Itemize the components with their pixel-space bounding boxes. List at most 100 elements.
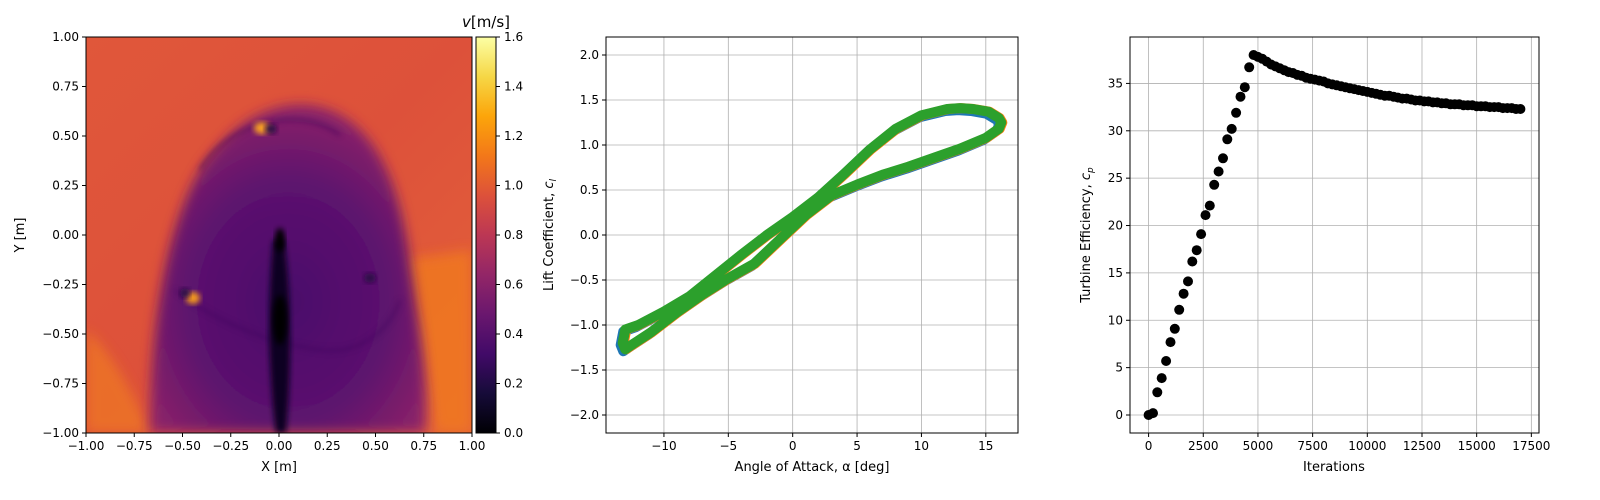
y-tick-label: 10 bbox=[1108, 313, 1123, 327]
efficiency-point bbox=[1152, 387, 1163, 398]
y-tick-label: 2.0 bbox=[580, 48, 599, 62]
efficiency-point bbox=[1218, 153, 1228, 164]
y-tick-label: −2.0 bbox=[570, 408, 599, 422]
x-tick-label: 10 bbox=[914, 439, 929, 453]
y-tick-label: −1.00 bbox=[42, 426, 79, 440]
y-tick-label: −1.0 bbox=[570, 318, 599, 332]
efficiency-point bbox=[1148, 408, 1158, 419]
y-tick-label: 0 bbox=[1115, 408, 1123, 422]
colorbar-tick-label: 0.0 bbox=[504, 426, 523, 440]
x-tick-label: −10 bbox=[651, 439, 676, 453]
x-tick-label: 0 bbox=[1145, 439, 1153, 453]
x-tick-label: 7500 bbox=[1297, 439, 1328, 453]
lift-grid bbox=[606, 37, 1018, 433]
y-tick-label: 0.25 bbox=[52, 179, 79, 193]
efficiency-panel: 0 2500 5000 7500 10000 12500 15000 17500 0 5 10 15… bbox=[1079, 36, 1550, 475]
x-tick-label: 0.75 bbox=[410, 439, 437, 453]
x-tick-label: 15000 bbox=[1458, 439, 1496, 453]
efficiency-point bbox=[1231, 107, 1242, 118]
colorbar-ticks: 0.0 0.2 0.4 0.6 0.8 1.0 1.2 1.4 1.6 bbox=[496, 30, 523, 440]
heatmap-x-ticks: −1.00 −0.75 −0.50 −0.25 0.00 0.25 0.50 0.75 1.00 bbox=[68, 433, 486, 453]
colorbar-tick-label: 0.6 bbox=[504, 278, 523, 292]
x-tick-label: 15 bbox=[978, 439, 993, 453]
lift-series bbox=[615, 103, 1008, 357]
x-tick-label: −5 bbox=[719, 439, 737, 453]
x-tick-label: 5000 bbox=[1243, 439, 1274, 453]
efficiency-point bbox=[1191, 245, 1202, 256]
y-tick-label: −1.5 bbox=[570, 363, 599, 377]
lift-x-label: Angle of Attack, α [deg] bbox=[735, 460, 890, 475]
efficiency-point bbox=[1213, 166, 1224, 177]
efficiency-point bbox=[1226, 123, 1237, 134]
heatmap-field bbox=[86, 37, 472, 433]
efficiency-point bbox=[1187, 256, 1198, 267]
x-tick-label: −0.25 bbox=[212, 439, 249, 453]
y-tick-label: 1.00 bbox=[52, 30, 79, 44]
y-tick-label: 15 bbox=[1108, 266, 1123, 280]
y-tick-label: 20 bbox=[1108, 219, 1123, 233]
x-tick-label: 0.50 bbox=[362, 439, 389, 453]
x-tick-label: 10000 bbox=[1348, 439, 1386, 453]
colorbar bbox=[475, 36, 497, 434]
x-tick-label: 12500 bbox=[1403, 439, 1441, 453]
lift-y-label: Lift Coefficient, cl bbox=[542, 178, 559, 291]
y-tick-label: −0.75 bbox=[42, 377, 79, 391]
lift-series-3 bbox=[617, 103, 1007, 355]
efficiency-point bbox=[1156, 373, 1167, 384]
efficiency-points bbox=[1143, 50, 1526, 420]
x-tick-label: 0.25 bbox=[314, 439, 341, 453]
efficiency-point bbox=[1515, 104, 1526, 114]
blade-marker bbox=[364, 273, 376, 283]
heatmap-x-label: X [m] bbox=[261, 460, 297, 475]
efficiency-frame bbox=[1129, 36, 1540, 434]
y-tick-label: −0.5 bbox=[570, 273, 599, 287]
efficiency-y-ticks: 0 5 10 15 20 25 30 35 bbox=[1108, 76, 1130, 422]
efficiency-point bbox=[1235, 91, 1246, 102]
lift-y-ticks: −2.0 −1.5 −1.0 −0.5 0.0 0.5 1.0 1.5 2.0 bbox=[570, 48, 606, 422]
x-tick-label: −1.00 bbox=[68, 439, 105, 453]
colorbar-tick-label: 0.8 bbox=[504, 228, 523, 242]
efficiency-x-label: Iterations bbox=[1303, 460, 1365, 475]
y-tick-label: 0.5 bbox=[580, 183, 599, 197]
efficiency-y-label: Turbine Efficiency, cp bbox=[1079, 167, 1096, 304]
efficiency-point bbox=[1204, 200, 1215, 211]
efficiency-grid bbox=[1130, 37, 1539, 433]
x-tick-label: 2500 bbox=[1188, 439, 1219, 453]
efficiency-point bbox=[1165, 337, 1176, 348]
efficiency-point bbox=[1169, 323, 1180, 334]
y-tick-label: 0.75 bbox=[52, 80, 79, 94]
y-tick-label: 25 bbox=[1108, 171, 1123, 185]
y-tick-label: 30 bbox=[1108, 124, 1123, 138]
colorbar-tick-label: 0.4 bbox=[504, 327, 523, 341]
colorbar-tick-label: 0.2 bbox=[504, 377, 523, 391]
colorbar-tick-label: 1.4 bbox=[504, 80, 523, 94]
y-tick-label: 0.00 bbox=[52, 228, 79, 242]
y-tick-label: −0.25 bbox=[42, 278, 79, 292]
colorbar-tick-label: 1.6 bbox=[504, 30, 523, 44]
x-tick-label: 1.00 bbox=[459, 439, 486, 453]
efficiency-point bbox=[1174, 304, 1185, 315]
y-tick-label: 1.5 bbox=[580, 93, 599, 107]
heatmap-y-label: Y [m] bbox=[13, 218, 28, 254]
colorbar-label: v[m/s] bbox=[462, 13, 510, 31]
y-tick-label: 5 bbox=[1115, 361, 1123, 375]
y-tick-label: 1.0 bbox=[580, 138, 599, 152]
x-tick-label: 5 bbox=[853, 439, 861, 453]
efficiency-point bbox=[1209, 179, 1220, 190]
efficiency-point bbox=[1183, 276, 1193, 287]
x-tick-label: 0 bbox=[789, 439, 797, 453]
lift-x-ticks: −10 −5 0 5 10 15 bbox=[651, 433, 993, 453]
efficiency-point bbox=[1200, 210, 1211, 221]
efficiency-point bbox=[1178, 288, 1189, 299]
efficiency-point bbox=[1196, 229, 1207, 240]
y-tick-label: 35 bbox=[1108, 76, 1123, 90]
y-tick-label: −0.50 bbox=[42, 327, 79, 341]
colorbar-tick-label: 1.0 bbox=[504, 179, 523, 193]
x-tick-label: −0.50 bbox=[164, 439, 201, 453]
x-tick-label: −0.75 bbox=[116, 439, 153, 453]
y-tick-label: 0.0 bbox=[580, 228, 599, 242]
efficiency-point bbox=[1161, 356, 1172, 366]
lift-panel: −10 −5 0 5 10 15 −2.0 −1.5 −1.0 −0.5 0.0 0.5 1.0 1.5… bbox=[542, 36, 1019, 475]
efficiency-point bbox=[1239, 82, 1250, 93]
